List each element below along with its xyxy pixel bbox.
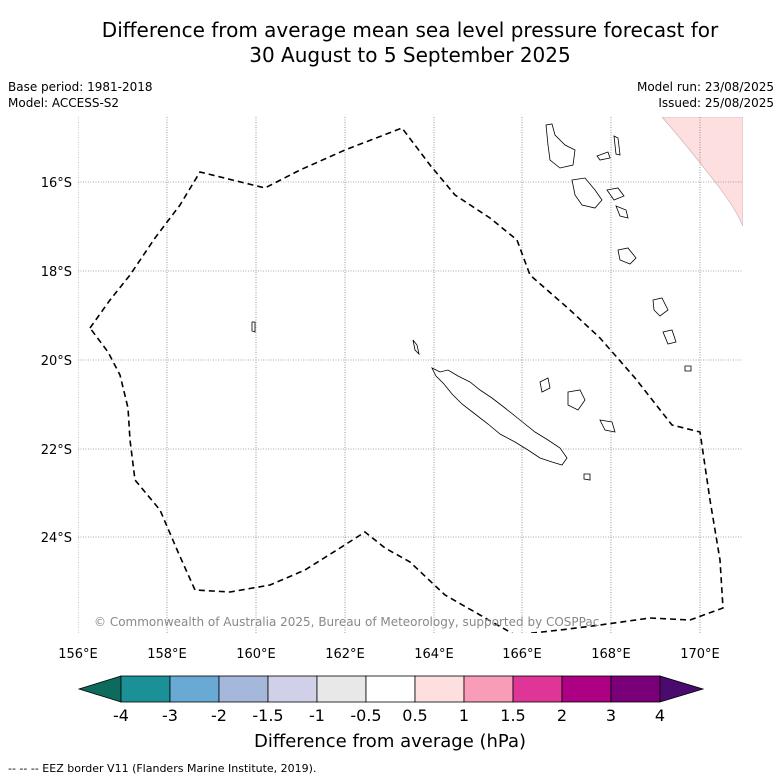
colorbar: -4 -3 -2 -1.5 -1 -0.5 0.5 1 1.5 2 3 4 Difference fr…	[77, 675, 705, 752]
island	[567, 389, 586, 411]
colorbar-cell	[610, 675, 661, 703]
base-period-text: Base period: 1981-2018	[8, 80, 153, 94]
colorbar-cell	[463, 675, 514, 703]
colorbar-cell	[267, 675, 318, 703]
lat-label: 22°S	[41, 443, 72, 458]
island	[412, 339, 420, 356]
colorbar-tick-label: 1.5	[500, 706, 525, 725]
latitude-labels: 16°S 18°S 20°S 22°S 24°S	[41, 176, 72, 546]
island	[617, 247, 637, 265]
island	[615, 205, 629, 219]
eez-border	[89, 127, 724, 633]
colorbar-cell	[120, 675, 171, 703]
island	[662, 329, 677, 345]
colorbar-cell	[365, 675, 416, 703]
colorbar-cell	[512, 675, 563, 703]
colorbar-tick-label: 0.5	[402, 706, 427, 725]
colorbar-cell	[414, 675, 465, 703]
lon-label: 166°E	[502, 647, 542, 662]
colorbar-tick-label: 1	[459, 706, 469, 725]
lat-label: 18°S	[41, 265, 72, 280]
colorbar-tick-label: -1.5	[252, 706, 283, 725]
island	[545, 123, 576, 169]
longitude-labels: 156°E 158°E 160°E 162°E 164°E 166°E 168°…	[58, 647, 720, 662]
colorbar-over-arrow	[659, 675, 705, 703]
model-text: Model: ACCESS-S2	[8, 96, 120, 110]
colorbar-tick-label: -2	[211, 706, 227, 725]
lon-label: 160°E	[236, 647, 276, 662]
colorbar-cell	[218, 675, 269, 703]
model-run-text: Model run: 23/08/2025	[636, 80, 774, 94]
island	[251, 321, 256, 333]
island	[606, 187, 625, 201]
lon-label: 170°E	[680, 647, 720, 662]
island	[583, 473, 591, 481]
map-area: © Commonwealth of Australia 2025, Bureau…	[78, 117, 743, 633]
colorbar-tick-label: -4	[113, 706, 129, 725]
colorbar-tick-label: -3	[162, 706, 178, 725]
island	[599, 419, 616, 433]
copyright-text: © Commonwealth of Australia 2025, Bureau…	[94, 615, 599, 629]
meta-right: Model run: 23/08/2025 Issued: 25/08/2025	[637, 79, 774, 111]
island	[613, 135, 621, 156]
colorbar-cell	[561, 675, 612, 703]
lat-label: 20°S	[41, 354, 72, 369]
title-line-2: 30 August to 5 September 2025	[249, 43, 571, 67]
island	[652, 297, 669, 317]
lon-label: 158°E	[147, 647, 187, 662]
island	[571, 177, 603, 209]
new-caledonia-island	[431, 367, 568, 466]
colorbar-cell	[316, 675, 367, 703]
island	[684, 365, 692, 372]
colorbar-cell	[169, 675, 220, 703]
eez-legend-note: -- -- -- EEZ border V11 (Flanders Marine…	[8, 762, 317, 775]
lon-label: 156°E	[58, 647, 98, 662]
colorbar-label: Difference from average (hPa)	[254, 731, 526, 752]
lon-label: 168°E	[591, 647, 631, 662]
anomaly-region-positive	[661, 117, 743, 227]
gridlines	[78, 117, 743, 633]
map-title: Difference from average mean sea level p…	[0, 18, 781, 68]
meta-left: Base period: 1981-2018 Model: ACCESS-S2	[8, 79, 153, 111]
colorbar-tick-label: -1	[309, 706, 325, 725]
colorbar-under-arrow	[77, 675, 122, 703]
colorbar-tick-label: 4	[655, 706, 665, 725]
colorbar-tick-label: 2	[557, 706, 567, 725]
issued-text: Issued: 25/08/2025	[658, 96, 774, 110]
colorbar-tick-label: 3	[606, 706, 616, 725]
lon-label: 164°E	[414, 647, 454, 662]
lon-label: 162°E	[325, 647, 365, 662]
colorbar-tick-label: -0.5	[350, 706, 381, 725]
lat-label: 24°S	[41, 531, 72, 546]
lat-label: 16°S	[41, 176, 72, 191]
island	[539, 377, 551, 393]
island	[596, 151, 611, 161]
title-line-1: Difference from average mean sea level p…	[101, 18, 719, 42]
